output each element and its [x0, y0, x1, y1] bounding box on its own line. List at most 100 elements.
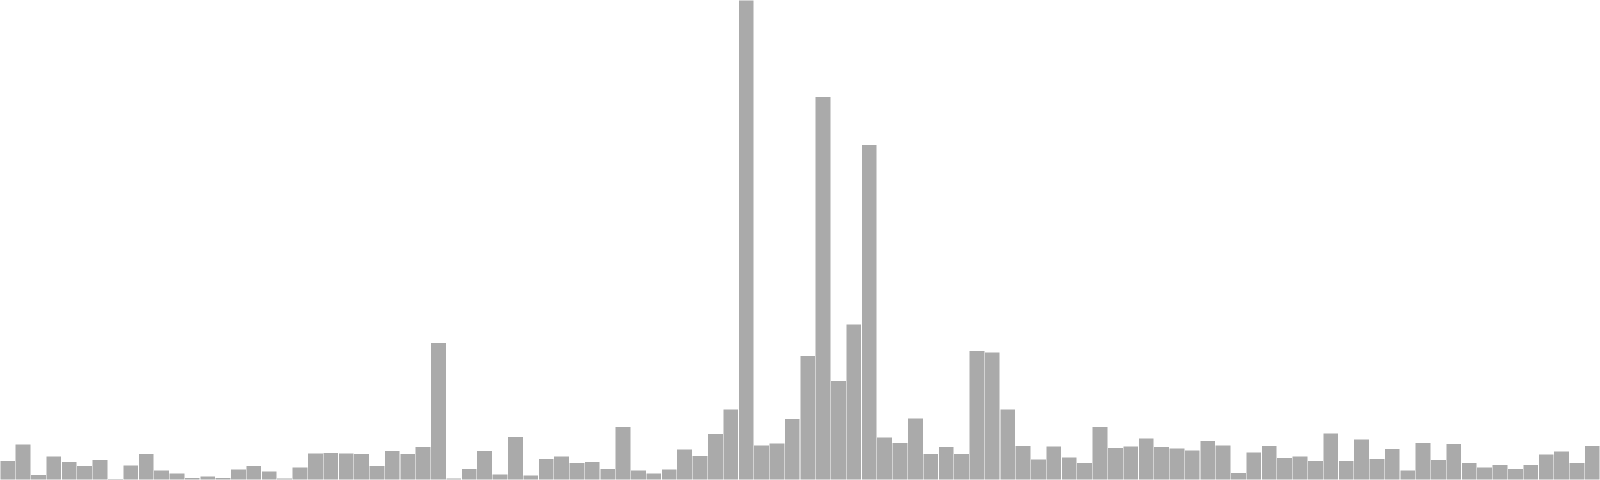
histogram-bar [922, 453, 939, 480]
histogram-bar [368, 465, 385, 480]
histogram-bar [1030, 459, 1047, 480]
histogram-bar [245, 465, 262, 480]
histogram-bar [984, 352, 1001, 480]
histogram-bar [645, 472, 662, 480]
histogram-bar [338, 452, 355, 480]
histogram-bar [1092, 426, 1108, 480]
histogram-bar [1368, 458, 1385, 480]
histogram-bar [507, 436, 524, 480]
histogram-bar [1415, 442, 1432, 480]
histogram-bar [1138, 437, 1155, 480]
histogram-bar [1384, 448, 1401, 480]
histogram-bar [1461, 462, 1478, 480]
histogram-bar [661, 468, 678, 480]
histogram-bar [1276, 457, 1293, 480]
histogram-bar [1168, 448, 1185, 480]
histogram-bar [1292, 455, 1308, 480]
histogram-bar [61, 461, 78, 480]
histogram-bar [138, 453, 155, 480]
histogram-bar [292, 466, 308, 480]
histogram-bar [1507, 468, 1524, 480]
histogram-bar [1522, 464, 1539, 480]
histogram-bar [907, 417, 924, 480]
histogram-bar [1215, 445, 1232, 480]
histogram-bar [199, 475, 216, 480]
histogram-bar [353, 453, 370, 480]
histogram-bar [1230, 472, 1247, 480]
histogram-bar [1445, 443, 1462, 480]
histogram-bar [15, 443, 32, 480]
histogram-bar [1538, 453, 1555, 480]
histogram-bar [1399, 470, 1416, 480]
histogram-bar [1307, 460, 1324, 480]
histogram-bar [30, 474, 47, 480]
histogram-bar [1045, 446, 1062, 480]
histogram-bar [1015, 445, 1032, 480]
histogram-bar [553, 455, 570, 480]
histogram-bar [815, 96, 832, 480]
histogram-bar [861, 144, 878, 480]
histogram-bar [1199, 440, 1216, 480]
histogram-bar [399, 453, 416, 480]
histogram-bar [738, 0, 755, 480]
histogram-bar [1184, 449, 1201, 480]
histogram-bar [692, 455, 708, 480]
histogram-bar [1476, 466, 1493, 480]
histogram-bar [1261, 445, 1278, 480]
histogram-bar [1107, 447, 1124, 480]
histogram-bar [1353, 438, 1370, 480]
histogram-bar [0, 460, 16, 480]
histogram-bar [707, 433, 724, 480]
histogram-bar [1568, 462, 1585, 480]
histogram-bar [968, 350, 985, 480]
histogram-bar [615, 426, 632, 480]
histogram-bar [522, 474, 539, 480]
histogram-bar [430, 342, 447, 480]
histogram-bar [1122, 446, 1139, 480]
histogram-bar [953, 453, 970, 480]
histogram-bar [1322, 433, 1339, 480]
histogram-bar [384, 450, 401, 480]
histogram-bar [1153, 446, 1170, 480]
histogram-bar [461, 468, 478, 480]
histogram-bar [122, 464, 139, 480]
histogram-bar [584, 461, 601, 480]
histogram-bar [722, 408, 739, 480]
histogram-bar [307, 452, 324, 480]
histogram-bar [1061, 457, 1078, 480]
histogram-bar [1492, 464, 1508, 480]
histogram-bar [76, 465, 93, 480]
histogram-bar [492, 473, 508, 480]
histogram-bar [230, 469, 247, 480]
histogram-bar [999, 409, 1016, 480]
histogram-bar [845, 323, 862, 480]
histogram-bar [476, 450, 493, 480]
histogram-bar [599, 468, 616, 480]
histogram-bar [1553, 450, 1570, 480]
histogram-bar [799, 355, 816, 480]
histogram-bar [784, 418, 801, 480]
histogram-bar [1430, 459, 1447, 480]
histogram-bar [568, 462, 585, 480]
histogram-bar [1076, 462, 1093, 480]
histogram-bar [322, 452, 339, 480]
histogram-bar [261, 471, 278, 480]
histogram-bar [1245, 451, 1262, 480]
histogram-bar [1584, 445, 1600, 480]
histogram-bar [168, 472, 185, 480]
histogram-bar [892, 442, 908, 480]
histogram-bar [92, 459, 108, 480]
histogram-bar [938, 446, 955, 480]
histogram-bar [630, 470, 647, 480]
histogram-bar [1338, 460, 1355, 480]
histogram-bar [153, 470, 170, 480]
histogram-bar [753, 444, 770, 480]
histogram-bar [830, 380, 847, 480]
histogram-bar [876, 436, 893, 480]
histogram-bar [676, 448, 693, 480]
histogram-bar [45, 455, 62, 480]
histogram-bar [538, 458, 555, 480]
